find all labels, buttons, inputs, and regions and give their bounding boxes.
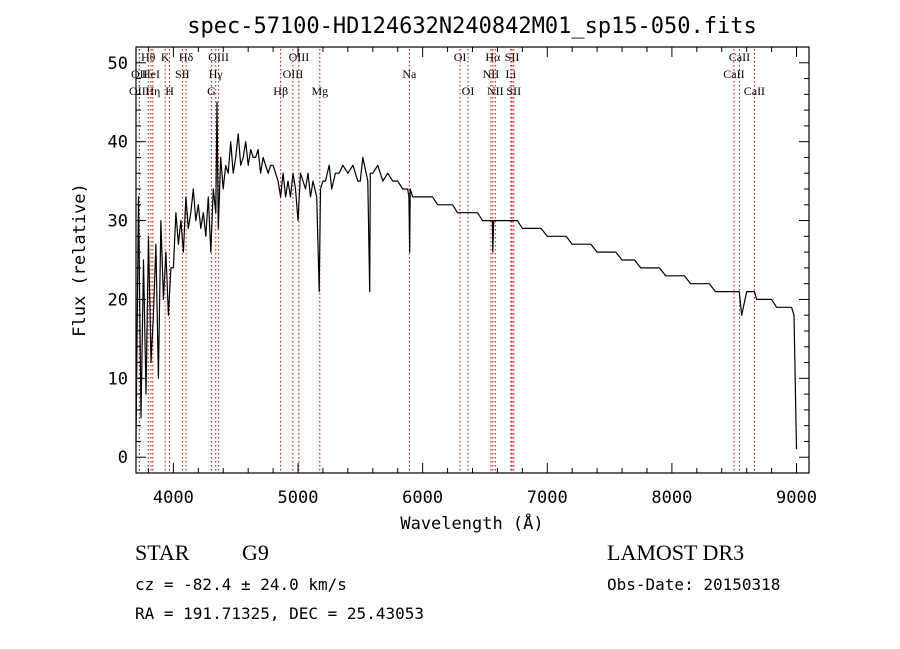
x-tick-label: 8000: [651, 488, 692, 508]
line-label: Hβ: [273, 84, 288, 98]
line-label: CaII: [744, 84, 765, 98]
y-tick-label: 50: [108, 54, 128, 74]
line-label: H: [165, 84, 174, 98]
x-tick-label: 7000: [527, 488, 568, 508]
line-label: SII: [506, 84, 521, 98]
observation-date: Obs-Date: 20150318: [607, 575, 781, 594]
line-label: G: [207, 84, 216, 98]
x-tick-label: 6000: [402, 488, 443, 508]
object-class: STAR: [135, 540, 190, 565]
line-label: SII: [175, 67, 190, 81]
line-label: OI: [462, 84, 475, 98]
spectrum-series: [135, 101, 798, 450]
line-label: Li: [506, 67, 517, 81]
object-subclass: G9: [242, 540, 269, 565]
y-tick-label: 20: [108, 290, 128, 310]
line-label: OIII: [289, 50, 310, 64]
coordinates: RA = 191.71325, DEC = 25.43053: [135, 604, 424, 623]
line-label: Hδ: [179, 50, 194, 64]
y-tick-label: 30: [108, 212, 128, 232]
line-label: HeI: [142, 67, 160, 81]
line-label: NII: [487, 84, 504, 98]
line-label: OIII: [208, 50, 229, 64]
x-axis-label: Wavelength (Å): [400, 512, 543, 534]
line-label: CaII: [723, 67, 744, 81]
plot-frame: [135, 46, 810, 474]
chart-title: spec-57100-HD124632N240842M01_sp15-050.f…: [187, 14, 757, 39]
y-axis-label: Flux (relative): [70, 183, 90, 337]
line-label: Na: [402, 67, 417, 81]
line-label: OIII: [283, 67, 304, 81]
redshift-velocity: cz = -82.4 ± 24.0 km/s: [135, 575, 347, 594]
line-label: Mg: [311, 84, 328, 98]
line-label: OI: [454, 50, 467, 64]
x-tick-label: 9000: [776, 488, 817, 508]
axes: 4000 5000 6000 7000 8000 9000 0 10 20 30 40 50: [108, 47, 817, 508]
spectrum-line: [135, 101, 798, 450]
y-tick-label: 40: [108, 133, 128, 153]
x-tick-label: 5000: [278, 488, 319, 508]
line-label: NII: [483, 67, 500, 81]
line-label: OIII: [129, 84, 150, 98]
line-label: Hθ: [141, 50, 156, 64]
x-tick-label: 4000: [153, 488, 194, 508]
line-label: K: [161, 50, 170, 64]
line-label: Hη: [145, 84, 160, 98]
line-label: CaII: [729, 50, 750, 64]
line-label: Hγ: [209, 67, 224, 81]
y-tick-label: 0: [118, 448, 128, 468]
line-label: Hα: [485, 50, 501, 64]
survey-name: LAMOST DR3: [607, 540, 745, 565]
y-tick-label: 10: [108, 369, 128, 389]
line-label: SII: [505, 50, 520, 64]
